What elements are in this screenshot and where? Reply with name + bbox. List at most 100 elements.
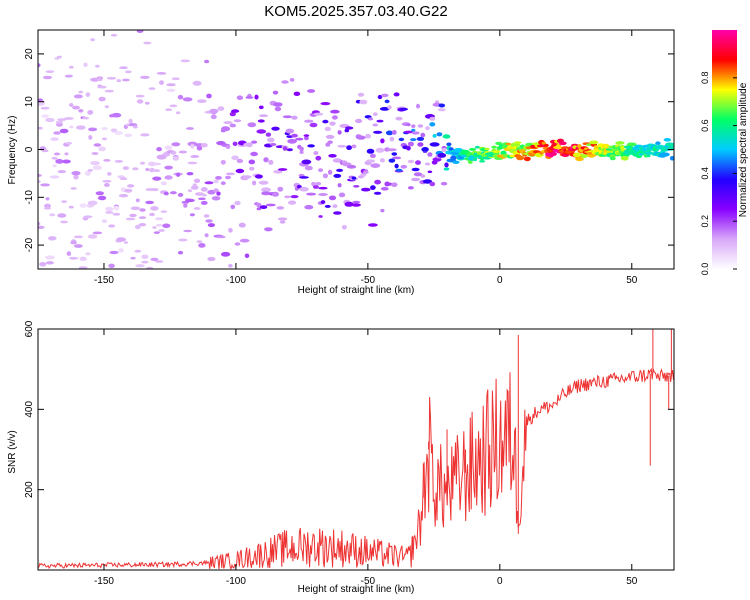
spectrogram-cell <box>146 266 154 269</box>
spectrogram-cell <box>62 159 71 164</box>
spectrogram-cell <box>327 140 333 144</box>
spectrogram-cell <box>352 200 361 204</box>
spectrogram-cell <box>207 256 216 262</box>
spectrogram-cell <box>88 135 93 140</box>
spectrogram-cell <box>505 142 512 146</box>
spectrogram-cell <box>105 206 114 212</box>
spectrogram-cell <box>329 121 336 126</box>
spectrogram-cell <box>175 111 181 115</box>
spectrogram-cell <box>213 188 219 193</box>
spectrogram-cell <box>307 144 315 148</box>
spectrogram-cell <box>263 157 269 163</box>
spectrogram-cell <box>395 168 403 172</box>
spectrogram-cell <box>277 168 288 171</box>
spectrogram-cell <box>225 145 231 149</box>
spectrogram-cell <box>189 213 195 217</box>
spectrogram-cell <box>307 89 316 93</box>
spectrogram-cell <box>93 143 102 147</box>
spectrogram-cell <box>119 66 128 70</box>
spectrogram-cell <box>249 166 255 171</box>
spectrogram-cell <box>87 169 94 172</box>
spectrogram-cell <box>64 152 69 156</box>
spectrogram-cell <box>108 224 115 228</box>
spectrogram-cell <box>177 250 184 255</box>
spectrogram-cell <box>83 62 88 67</box>
spectrogram-cell <box>312 185 319 189</box>
spectrogram-cell <box>186 172 194 176</box>
spectrogram-cell <box>421 147 429 152</box>
spectrogram-cell <box>411 177 421 182</box>
spectrogram-cell <box>204 181 214 185</box>
spectrogram-cell <box>304 165 313 171</box>
spectrogram-cell <box>78 90 84 94</box>
spectrogram-cell <box>443 167 450 171</box>
spectrogram-cell <box>87 110 94 115</box>
spectrogram-cell <box>324 204 331 208</box>
spectrogram-cell <box>228 263 233 268</box>
spectrogram-cell <box>391 130 397 135</box>
spectrogram-x-label: Height of straight line (km) <box>298 285 415 296</box>
spectrogram-cell <box>200 187 208 192</box>
spectrogram-cell <box>256 129 267 134</box>
spectrogram-cell <box>164 165 173 170</box>
spectrogram-cell <box>327 169 333 175</box>
spectrogram-cell <box>39 262 47 267</box>
spectrogram-cell <box>440 181 448 186</box>
spectrogram-cell <box>301 159 312 165</box>
spectrogram-cell <box>523 156 531 162</box>
spectrogram-cell <box>373 130 383 134</box>
spectrogram-cell <box>389 136 395 142</box>
spectrogram-cell <box>469 147 477 151</box>
spectrogram-cell <box>413 172 423 177</box>
spectrogram-cell <box>452 160 460 164</box>
spectrogram-cell <box>135 264 145 268</box>
x-tick-label: 50 <box>626 275 638 286</box>
y-tick-label: 20 <box>24 48 35 60</box>
spectrogram-cell <box>56 55 63 59</box>
spectrogram-cell <box>313 151 319 155</box>
spectrogram-cell <box>235 168 245 174</box>
spectrogram-cell <box>38 173 42 177</box>
spectrogram-cell <box>338 192 346 198</box>
snr-spikes <box>412 329 672 550</box>
spectrogram-cell <box>139 208 146 212</box>
spectrogram-cell <box>228 227 233 233</box>
spectrogram-cell <box>337 144 347 148</box>
spectrogram-cell <box>95 64 100 68</box>
spectrogram-cell <box>211 196 221 201</box>
snr-x-axis: -150 -100 -50 0 50 <box>94 329 638 587</box>
spectrogram-cell <box>85 252 91 256</box>
spectrogram-cell <box>331 115 338 120</box>
spectrogram-cell <box>40 106 50 110</box>
spectrogram-cell <box>299 176 309 179</box>
snr-frame <box>37 328 675 571</box>
spectrogram-cell <box>150 206 159 211</box>
spectrogram-cell <box>98 146 106 152</box>
spectrogram-cell <box>196 240 203 244</box>
spectrogram-cell <box>76 125 86 130</box>
x-tick-label: -50 <box>361 576 376 587</box>
spectrogram-cell <box>436 132 443 137</box>
spectrogram-cell <box>444 162 449 168</box>
spectrogram-cell <box>296 184 302 189</box>
spectrogram-cell <box>210 114 217 120</box>
spectrogram-cell <box>669 156 674 161</box>
spectrogram-cell <box>388 158 396 163</box>
spectrogram-cell <box>337 183 342 188</box>
spectrogram-cell <box>225 175 231 180</box>
spectrogram-cell <box>295 137 304 141</box>
spectrogram-cell <box>50 137 59 142</box>
spectrogram-cell <box>160 210 168 214</box>
spectrogram-cell <box>198 197 206 201</box>
spectrogram-cell <box>122 78 130 82</box>
spectrogram-cell <box>106 76 117 80</box>
spectrogram-cell <box>398 137 405 142</box>
spectrogram-cell <box>105 210 114 214</box>
spectrogram-cell <box>293 91 301 97</box>
spectrogram-cell <box>57 170 67 174</box>
spectrogram-cell <box>346 145 352 151</box>
spectrogram-cell <box>256 207 262 211</box>
spectrogram-cell <box>158 229 165 232</box>
spectrogram-cell <box>344 128 350 133</box>
